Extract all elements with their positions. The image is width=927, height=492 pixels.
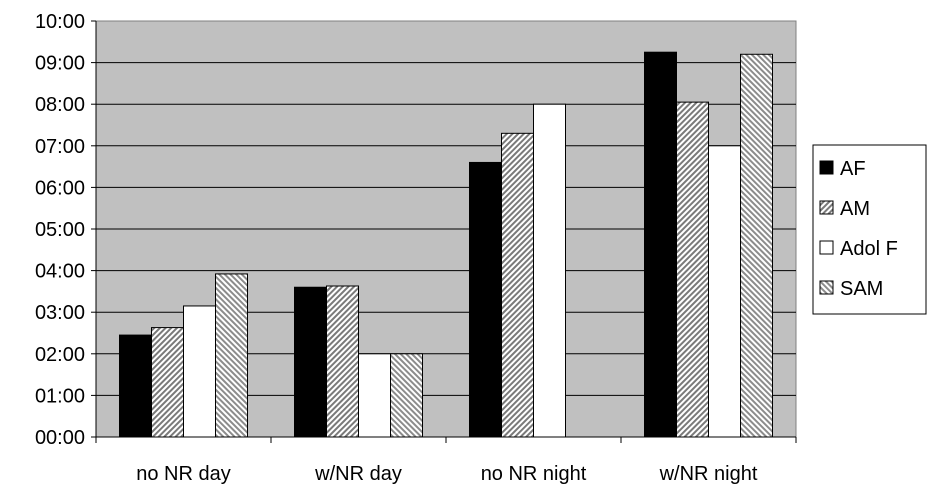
legend-label: SAM [840,278,883,300]
y-tick-label: 10:00 [35,11,85,33]
legend-swatch [819,160,834,175]
bar-adol-f [708,145,741,438]
bar-af [294,286,327,438]
bar-am [501,132,534,438]
x-tick-labels: no NR day w/NR day no NR night w/NR night [136,463,758,485]
bar-adol-f [358,353,391,438]
y-tick-label: 04:00 [35,261,85,283]
legend-swatch [819,200,834,215]
y-tick-label: 02:00 [35,344,85,366]
y-tick-label: 07:00 [35,136,85,158]
y-tick-label: 00:00 [35,427,85,449]
legend-swatch [819,280,834,295]
legend-label: AF [840,158,866,180]
axes [91,20,797,443]
bar-adol-f [533,103,566,438]
bar-am [326,285,359,438]
y-tick-label: 03:00 [35,302,85,324]
x-tick-label: no NR night [481,463,587,485]
y-tick-label: 05:00 [35,219,85,241]
legend-label: Adol F [840,238,898,260]
x-tick-label: w/NR day [314,463,402,485]
bar-adol-f [183,305,216,438]
bar-sam [740,53,773,438]
y-tick-label: 08:00 [35,94,85,116]
legend: AF AM Adol F SAM [812,144,927,315]
y-tick-label: 01:00 [35,385,85,407]
bar-sam [390,353,423,438]
y-tick-label: 06:00 [35,177,85,199]
x-tick-label: no NR day [136,463,231,485]
legend-label: AM [840,198,870,220]
bar-af [644,51,677,438]
y-tick-labels: 00:00 01:00 02:00 03:00 04:00 05:00 06:00 07:00… [35,11,85,449]
bar-sam [215,273,248,438]
bar-af [469,161,502,438]
bar-am [676,101,709,438]
bar-af [119,334,152,438]
bars [119,51,773,438]
bar-am [151,327,184,438]
legend-swatch [819,240,834,255]
y-tick-label: 09:00 [35,53,85,75]
x-tick-label: w/NR night [659,463,758,485]
